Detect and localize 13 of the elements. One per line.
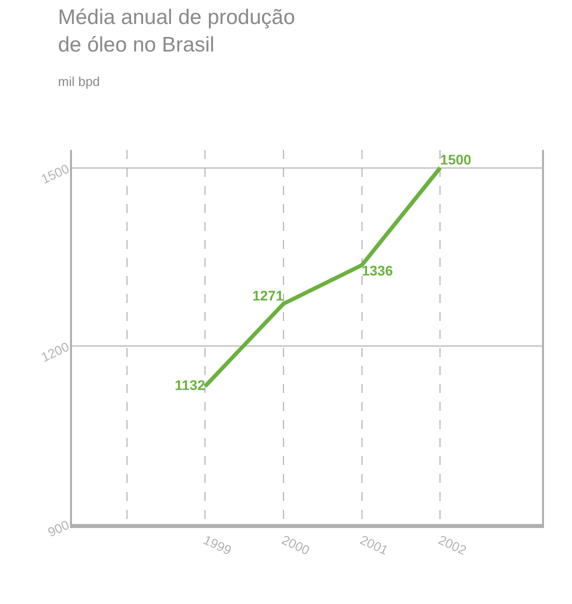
y-tick-label: 900	[45, 517, 72, 540]
x-tick-label: 1999	[201, 532, 234, 558]
y-tick-label: 1500	[38, 160, 72, 187]
chart-subtitle: mil bpd	[58, 74, 100, 90]
data-label: 1336	[362, 262, 394, 279]
x-tick-label: 2001	[358, 532, 390, 558]
x-tick-label: 2002	[436, 532, 469, 558]
data-label: 1500	[440, 151, 472, 168]
x-tick-label: 2000	[279, 532, 312, 558]
y-tick-label: 1200	[38, 338, 72, 365]
chart-title: Média anual de produção de óleo no Brasil	[58, 6, 296, 56]
data-label: 1132	[174, 376, 206, 393]
data-label: 1271	[252, 287, 284, 304]
